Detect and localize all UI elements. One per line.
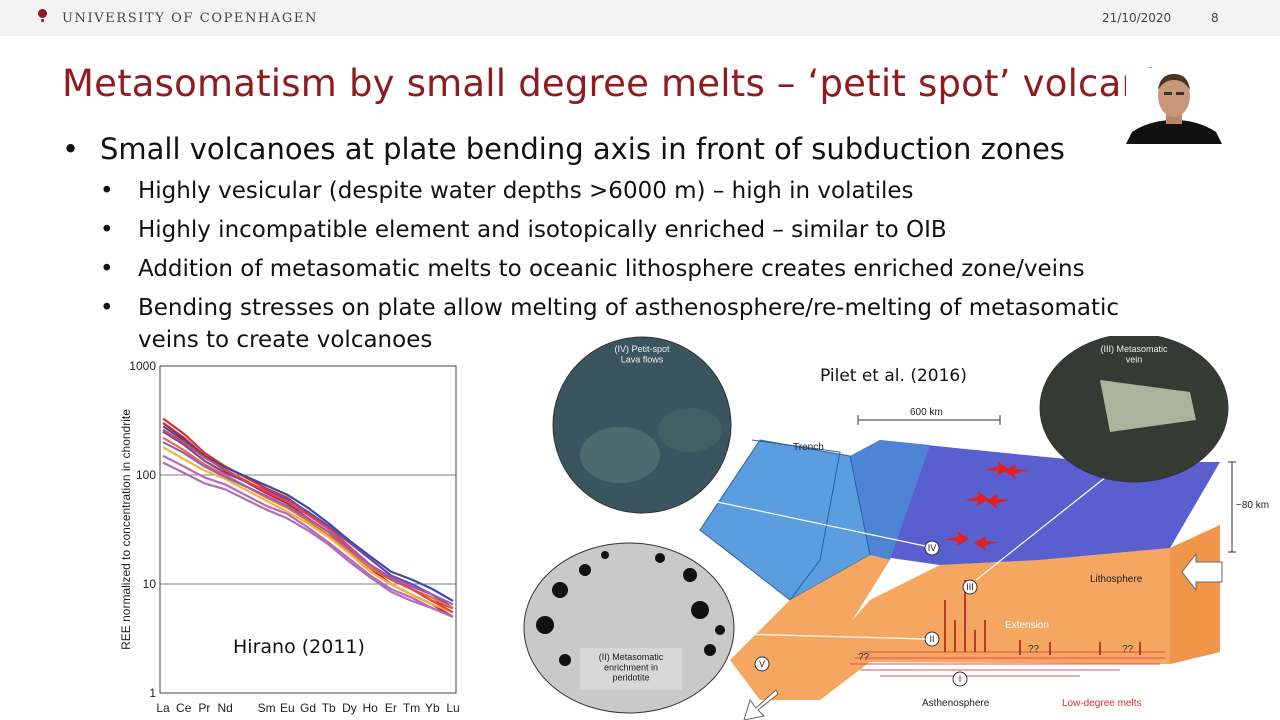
ree-series-line	[162, 425, 454, 602]
low-degree-melts-label: Low-degree melts	[1062, 698, 1141, 709]
x-tick-label: Er	[385, 701, 397, 715]
figure-right-caption: Pilet et al. (2016)	[820, 366, 967, 386]
marker-label: IV	[928, 543, 937, 553]
extension-arrows	[945, 461, 1028, 551]
vein-feature	[1100, 380, 1196, 432]
sub-bullet-text: Addition of metasomatic melts to oceanic…	[138, 256, 1085, 282]
compression-arrow-icon	[1181, 552, 1223, 592]
slide-date: 21/10/2020	[1102, 11, 1172, 25]
x-tick-label: Pr	[198, 701, 210, 715]
x-tick-label: Gd	[300, 701, 316, 715]
marker-circle	[962, 579, 978, 595]
subducting-slab	[699, 439, 871, 601]
chart-frame	[159, 365, 457, 694]
slab-edge	[751, 439, 841, 601]
x-tick-label: Sm	[258, 701, 276, 715]
bullet-dot: •	[62, 132, 80, 166]
slab-underside	[730, 555, 890, 700]
figure-left-caption: Hirano (2011)	[233, 636, 365, 658]
x-tick-label: Eu	[280, 701, 295, 715]
ree-series-line	[162, 430, 454, 610]
bullet-dot: •	[100, 295, 114, 321]
trench-label: Trench	[793, 442, 824, 453]
sub-bullet-continuation: veins to create volcanoes	[138, 327, 433, 353]
question-marks: ??	[1028, 644, 1040, 655]
depth-bracket	[1228, 461, 1236, 553]
y-tick-label: 1	[149, 686, 156, 700]
peridotite-label: (II) Metasomatic enrichment in peridotite	[599, 652, 664, 683]
x-tick-label: Yb	[425, 701, 440, 715]
x-tick-label: Tb	[322, 701, 336, 715]
ree-series-line	[162, 441, 454, 606]
x-tick-label: Ce	[176, 701, 192, 715]
y-axis-label: REE normalized to concentration in chond…	[119, 409, 133, 650]
sub-bullet-text: Highly vesicular (despite water depths >…	[138, 178, 914, 204]
vesicles	[536, 551, 725, 666]
university-logo-icon	[38, 9, 47, 18]
slide-page-number: 8	[1211, 11, 1219, 25]
slab-pull-arrow-icon	[743, 689, 779, 720]
sub-bullet-text: Highly incompatible element and isotopic…	[138, 217, 947, 243]
plate-bend	[850, 440, 930, 560]
top-bar: UNIVERSITY OF COPENHAGEN 21/10/2020 8	[0, 0, 1280, 36]
asthenosphere-label: Asthenosphere	[922, 698, 990, 709]
marker-circle	[924, 540, 940, 556]
petit-spot-label: (IV) Petit-spot Lava flows	[614, 344, 670, 364]
low-degree-melts	[850, 651, 1165, 677]
scale-bar-label: 600 km	[910, 407, 943, 418]
lithosphere-block	[760, 525, 1220, 700]
marker-label: V	[759, 659, 765, 669]
ree-series-line	[162, 428, 454, 614]
petit-spot-diagram: ~80 km 600 km Trench Lithosphere Astheno…	[523, 336, 1269, 720]
bullet-dot: •	[100, 178, 114, 204]
lava-blob	[580, 427, 660, 483]
marker-circle	[754, 656, 770, 672]
x-tick-label: Lu	[446, 701, 459, 715]
y-tick-label: 10	[143, 577, 157, 591]
metasomatic-vein-label: (III) Metasomatic vein	[1100, 344, 1168, 364]
lava-blob	[658, 408, 722, 452]
question-marks: ??	[1122, 644, 1134, 655]
x-tick-label: La	[156, 701, 170, 715]
y-tick-label: 1000	[129, 359, 156, 373]
x-tick-label: Tm	[403, 701, 420, 715]
ree-series-line	[162, 461, 454, 618]
main-bullet-text: Small volcanoes at plate bending axis in…	[100, 132, 1065, 166]
presenter-avatar-icon	[1126, 68, 1222, 144]
bullet-dot: •	[100, 217, 114, 243]
marker-circle	[952, 671, 968, 687]
x-tick-label: Nd	[217, 701, 232, 715]
ree-series-line	[162, 454, 454, 618]
lithosphere-label: Lithosphere	[1090, 574, 1143, 585]
ree-chart: 1000 100 10 1La Ce Pr Nd Sm Eu Gd Tb Dy Ho Er Tm Yb Lu RE…	[119, 359, 460, 715]
slide-title: Metasomatism by small degree melts – ‘pe…	[62, 62, 1212, 105]
university-logo-stem-icon	[41, 19, 44, 22]
sub-bullet-text: Bending stresses on plate allow melting …	[138, 295, 1120, 321]
scale-bar	[857, 415, 1001, 425]
marker-label: I	[959, 674, 962, 684]
depth-label: ~80 km	[1236, 500, 1269, 511]
ree-series-line	[162, 446, 454, 614]
bullet-dot: •	[100, 256, 114, 282]
y-tick-label: 100	[136, 468, 156, 482]
university-name: UNIVERSITY OF COPENHAGEN	[62, 11, 318, 26]
x-tick-label: Ho	[362, 701, 378, 715]
x-tick-label: Dy	[342, 701, 357, 715]
webcam-overlay	[1126, 68, 1222, 144]
marker-label: II	[929, 634, 934, 644]
question-marks: ??	[858, 652, 870, 663]
lithosphere-side	[1170, 525, 1220, 664]
peridotite-label-box	[580, 648, 682, 690]
extension-label: Extension	[1005, 620, 1049, 631]
marker-label: III	[966, 582, 974, 592]
